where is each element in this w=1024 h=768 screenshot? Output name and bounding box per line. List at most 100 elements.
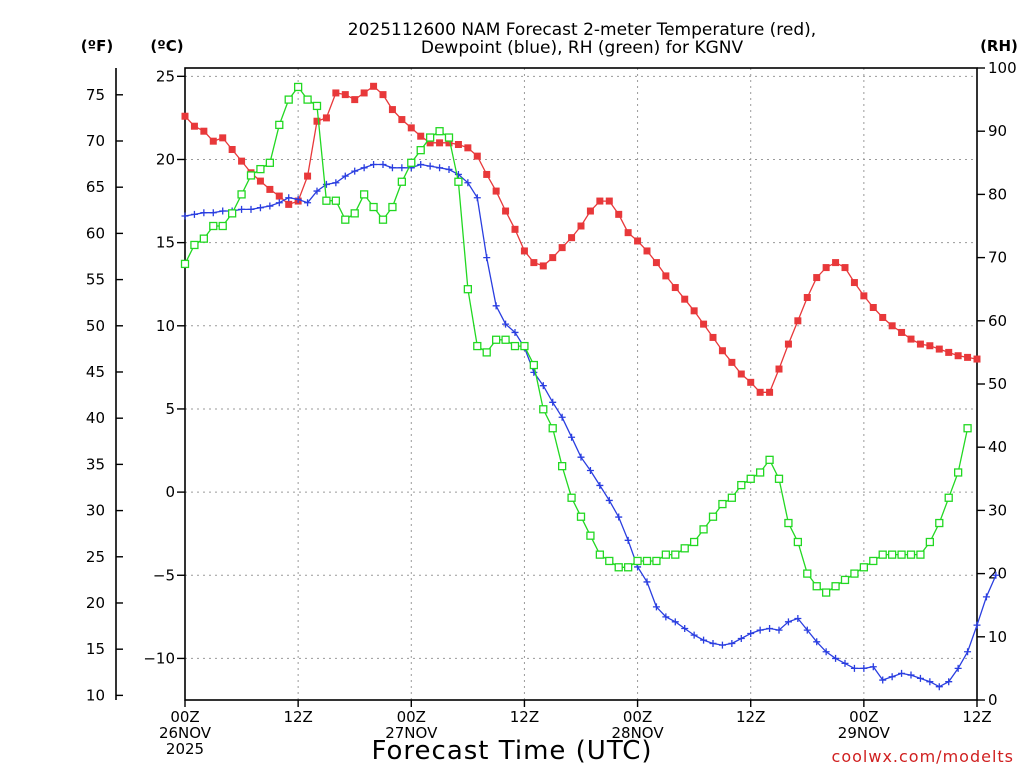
fahrenheit-axis: 75 70 65 60 55 50 45 40 35 30 25 20 15 10 bbox=[86, 86, 123, 704]
rh-point bbox=[416, 146, 425, 155]
rh-point bbox=[567, 493, 576, 502]
rh-point bbox=[473, 341, 482, 351]
temperature-point bbox=[341, 91, 349, 99]
fahrenheit-tick-label: 70 bbox=[86, 132, 105, 150]
dewpoint-point bbox=[973, 621, 981, 629]
dewpoint-point bbox=[832, 654, 840, 662]
fahrenheit-tick-label: 10 bbox=[86, 686, 105, 704]
temperature-point bbox=[728, 358, 736, 366]
temperature-point bbox=[332, 89, 340, 97]
rh-tick-label: 10 bbox=[988, 628, 1007, 646]
dewpoint-point bbox=[558, 413, 566, 421]
rh-point bbox=[925, 537, 935, 547]
time-tick-label: 26NOV bbox=[159, 724, 212, 742]
temperature-point bbox=[916, 340, 924, 348]
temperature-point bbox=[436, 139, 444, 147]
temperature-point bbox=[888, 322, 896, 330]
dewpoint-point bbox=[294, 195, 302, 203]
rh-point bbox=[746, 474, 755, 483]
rh-point bbox=[699, 525, 708, 534]
temperature-point bbox=[822, 264, 830, 272]
temperature-point bbox=[850, 279, 858, 287]
temperature-point bbox=[181, 112, 189, 120]
temperature-point bbox=[426, 139, 434, 147]
time-tick-label: 29NOV bbox=[838, 724, 891, 742]
rh-point bbox=[869, 556, 878, 566]
temperature-point bbox=[813, 274, 821, 282]
dewpoint-point bbox=[737, 634, 745, 642]
temperature-point bbox=[643, 247, 651, 255]
dewpoint-point bbox=[483, 254, 491, 262]
fahrenheit-tick-label: 75 bbox=[86, 86, 105, 104]
rh-point bbox=[906, 550, 916, 559]
celsius-axis: 25 20 15 10 5 0 −5 −10 bbox=[143, 67, 185, 667]
temperature-point bbox=[766, 388, 774, 396]
rh-point bbox=[529, 360, 539, 370]
rh-point bbox=[774, 474, 784, 483]
temperature-point bbox=[407, 124, 415, 132]
rh-line bbox=[184, 85, 969, 594]
temperature-point bbox=[285, 200, 293, 208]
dewpoint-point bbox=[615, 513, 623, 521]
temperature-point bbox=[841, 264, 849, 272]
dewpoint-point bbox=[954, 664, 962, 672]
temperature-point bbox=[398, 116, 406, 124]
dewpoint-point bbox=[907, 671, 915, 679]
dewpoint-point bbox=[624, 536, 632, 544]
rh-point bbox=[614, 563, 623, 572]
rh-point bbox=[850, 569, 859, 578]
dewpoint-point bbox=[549, 398, 557, 406]
temperature-point bbox=[690, 307, 698, 315]
dewpoint-point bbox=[332, 179, 340, 187]
rh-point bbox=[557, 462, 567, 471]
chart-title-line-1: 2025112600 NAM Forecast 2-meter Temperat… bbox=[348, 20, 816, 40]
temperature-point bbox=[275, 192, 283, 200]
rh-point bbox=[605, 556, 614, 566]
temperature-point bbox=[671, 284, 679, 292]
rh-point bbox=[784, 518, 793, 528]
temperature-point bbox=[483, 170, 491, 178]
temperature-point bbox=[794, 317, 802, 325]
dewpoint-point bbox=[473, 194, 481, 202]
plot-frame bbox=[184, 67, 978, 701]
temperature-point bbox=[652, 259, 660, 267]
dewpoint-point bbox=[794, 615, 802, 623]
rh-point bbox=[454, 177, 463, 186]
temperature-point bbox=[662, 272, 670, 280]
time-tick-label: 12Z bbox=[283, 708, 312, 726]
temperature-point bbox=[832, 259, 840, 267]
rh-point bbox=[539, 405, 548, 414]
time-tick-label: 00Z bbox=[170, 708, 199, 726]
time-tick-label: 00Z bbox=[397, 708, 426, 726]
dewpoint-point bbox=[238, 205, 246, 213]
temperature-point bbox=[615, 210, 623, 218]
series-layer bbox=[180, 82, 1000, 691]
dewpoint-point bbox=[539, 382, 547, 390]
rh-point bbox=[350, 209, 359, 218]
fahrenheit-tick-label: 15 bbox=[86, 640, 105, 658]
dewpoint-point bbox=[681, 624, 689, 632]
rh-point bbox=[840, 575, 850, 585]
temperature-point bbox=[700, 320, 708, 328]
fahrenheit-tick-label: 45 bbox=[86, 363, 105, 381]
rh-point bbox=[897, 550, 906, 559]
fahrenheit-tick-label: 50 bbox=[86, 317, 105, 335]
dewpoint-point bbox=[219, 207, 227, 215]
rh-point bbox=[246, 171, 256, 180]
temperature-point bbox=[586, 207, 594, 215]
temperature-point bbox=[351, 96, 359, 104]
dewpoint-point bbox=[992, 571, 1000, 579]
temperature-point bbox=[709, 333, 717, 341]
dewpoint-point bbox=[370, 160, 378, 168]
rh-tick-label: 30 bbox=[988, 501, 1007, 519]
rh-point bbox=[718, 499, 727, 509]
dewpoint-point bbox=[869, 663, 877, 671]
dewpoint-point bbox=[322, 180, 330, 188]
rh-point bbox=[227, 209, 237, 218]
temperature-point bbox=[964, 353, 972, 361]
rh-point bbox=[491, 335, 501, 344]
rh-point bbox=[237, 190, 246, 199]
source-credit: coolwx.com/modelts bbox=[832, 747, 1014, 766]
temperature-point bbox=[219, 134, 227, 142]
